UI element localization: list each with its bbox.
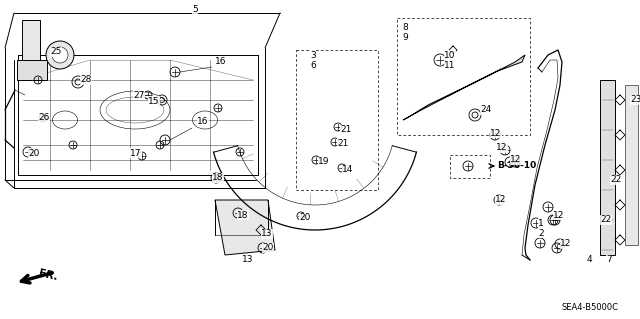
- Text: 6: 6: [310, 61, 316, 70]
- Text: 22: 22: [610, 175, 621, 184]
- Text: FR.: FR.: [38, 268, 59, 282]
- Text: 5: 5: [192, 5, 198, 14]
- Text: 7: 7: [606, 256, 612, 264]
- Text: 3: 3: [310, 50, 316, 60]
- Polygon shape: [17, 60, 47, 80]
- Text: 20: 20: [299, 213, 310, 222]
- Text: 28: 28: [80, 76, 92, 85]
- Text: 12: 12: [496, 144, 508, 152]
- Text: 12: 12: [490, 129, 501, 137]
- Text: 16: 16: [215, 57, 227, 66]
- Text: 1: 1: [538, 219, 544, 227]
- Text: 13: 13: [261, 229, 273, 239]
- Text: 9: 9: [402, 33, 408, 42]
- Text: 4: 4: [587, 256, 593, 264]
- Text: 27: 27: [133, 91, 145, 100]
- Circle shape: [46, 41, 74, 69]
- Text: 25: 25: [50, 48, 61, 56]
- Text: 26: 26: [38, 114, 49, 122]
- Text: 22: 22: [600, 216, 611, 225]
- Text: 21: 21: [337, 138, 348, 147]
- Text: 17: 17: [130, 149, 141, 158]
- Text: 20: 20: [262, 243, 273, 253]
- Text: 18: 18: [237, 211, 248, 219]
- Text: 12: 12: [553, 211, 564, 219]
- Text: SEA4-B5000C: SEA4-B5000C: [561, 302, 618, 311]
- Polygon shape: [403, 55, 525, 120]
- Polygon shape: [215, 200, 275, 255]
- Text: 10: 10: [444, 50, 456, 60]
- Text: 19: 19: [318, 158, 330, 167]
- Text: 15: 15: [148, 97, 159, 106]
- Text: 12: 12: [495, 196, 506, 204]
- Text: 12: 12: [560, 240, 572, 249]
- Text: 14: 14: [342, 166, 353, 174]
- Text: B-36-10: B-36-10: [497, 161, 536, 170]
- Text: 8: 8: [402, 24, 408, 33]
- Text: 2: 2: [538, 228, 543, 238]
- Polygon shape: [22, 20, 40, 75]
- Text: 13: 13: [242, 256, 253, 264]
- Text: 11: 11: [444, 61, 456, 70]
- Text: 24: 24: [480, 106, 492, 115]
- Text: 21: 21: [340, 125, 351, 135]
- Text: 12: 12: [510, 155, 522, 165]
- Text: 20: 20: [28, 149, 40, 158]
- Polygon shape: [625, 85, 638, 245]
- Circle shape: [52, 47, 68, 63]
- Text: 18: 18: [212, 174, 223, 182]
- Polygon shape: [600, 80, 615, 255]
- Text: 16: 16: [197, 117, 209, 127]
- Text: 23: 23: [630, 95, 640, 105]
